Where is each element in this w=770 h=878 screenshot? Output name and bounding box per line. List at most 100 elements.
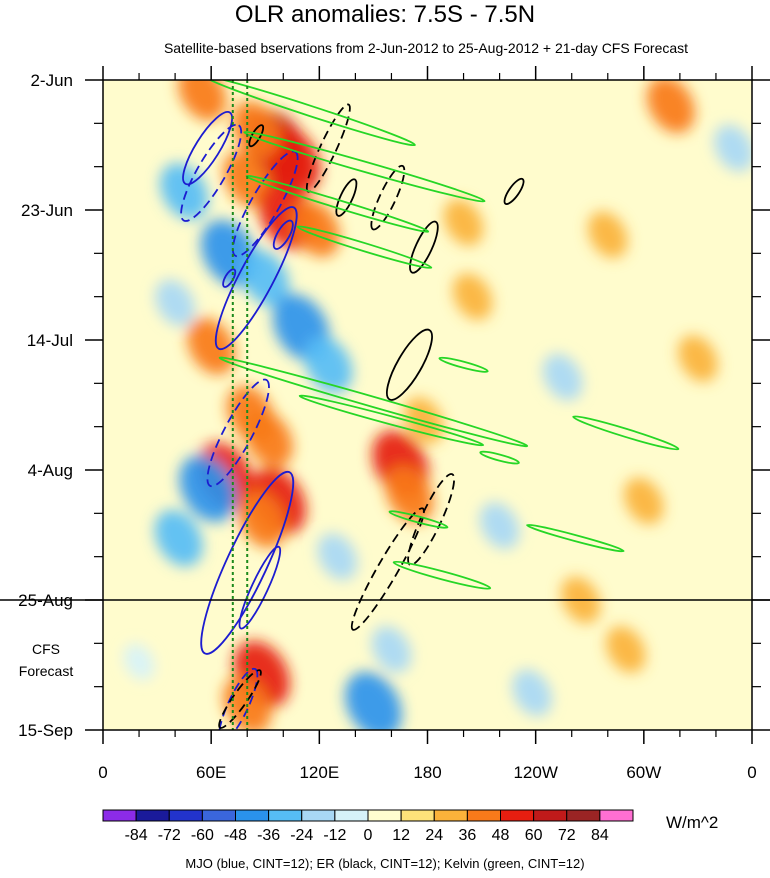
er-contour-9 — [503, 177, 525, 205]
mjo-contour-9 — [218, 667, 259, 730]
y-axis: 2-Jun 23-Jun 14-Jul 4-Aug 25-Aug 15-Sep — [18, 71, 770, 740]
anomaly-blob-37 — [714, 124, 752, 172]
x-tick-label-4: 120W — [513, 763, 557, 782]
colorbar-box-13 — [533, 809, 568, 822]
reference-lines — [0, 80, 770, 730]
mjo-contour-4 — [180, 123, 243, 222]
colorbar-label-9: 24 — [425, 827, 443, 844]
anomaly-blob-9 — [241, 249, 290, 307]
colorbar-box-2 — [168, 809, 203, 822]
y-tick-label-1: 23-Jun — [21, 201, 73, 220]
x-axis: 0 60E 120E 180 120W 60W 0 — [98, 66, 757, 782]
forecast-note-line-1: CFS — [32, 641, 60, 657]
x-tick-label-6: 0 — [747, 763, 756, 782]
colorbar-box-6 — [301, 809, 336, 822]
anomaly-blob-10 — [155, 279, 195, 327]
er-contour-8 — [248, 124, 265, 148]
mjo-contour-2 — [214, 206, 298, 351]
mjo-contour-8 — [238, 545, 282, 630]
colorbar: -84 -72 -60 -48 -36 -24 -12 0 12 24 36 48 60 72 84 — [102, 809, 634, 844]
plot-area — [0, 79, 770, 731]
colorbar-label-10: 36 — [458, 827, 476, 844]
mjo-contour-0 — [182, 111, 233, 186]
colorbar-label-1: -72 — [158, 827, 181, 844]
colorbar-label-11: 48 — [492, 827, 510, 844]
forecast-note-line-2: Forecast — [18, 663, 74, 679]
forecast-note: CFS Forecast — [6, 638, 86, 682]
anomaly-blob-31 — [646, 80, 695, 134]
kelvin-contour-1 — [243, 130, 486, 203]
x-tick-label-3: 180 — [413, 763, 441, 782]
contour-footnote: MJO (blue, CINT=12); ER (black, CINT=12)… — [185, 856, 585, 871]
anomaly-blob-4 — [223, 150, 272, 208]
colorbar-label-2: -60 — [191, 827, 214, 844]
y-tick-label-5: 15-Sep — [18, 721, 73, 740]
colorbar-label-12: 60 — [525, 827, 543, 844]
colorbar-box-14 — [566, 809, 601, 822]
y-tick-label-2: 14-Jul — [27, 331, 73, 350]
colorbar-label-14: 84 — [591, 827, 609, 844]
anomaly-blob-0 — [178, 80, 227, 121]
kelvin-contour-3 — [296, 225, 433, 269]
kelvin-contour-4 — [218, 356, 529, 448]
colorbar-label-4: -36 — [257, 827, 280, 844]
anomaly-blob-18 — [237, 491, 286, 548]
er-contour-7 — [218, 669, 262, 729]
anomaly-blob-33 — [588, 211, 628, 258]
colorbar-label-8: 12 — [392, 827, 410, 844]
colorbar-box-8 — [367, 809, 402, 822]
anomaly-blob-40 — [452, 273, 493, 320]
colorbar-box-4 — [235, 809, 270, 822]
colorbar-units: W/m^2 — [666, 813, 719, 832]
colorbar-box-10 — [433, 809, 468, 822]
kelvin-contour-5 — [298, 394, 485, 447]
anomaly-blob-27 — [345, 671, 402, 730]
colorbar-box-1 — [135, 809, 170, 822]
er-contour-4 — [386, 328, 433, 401]
colorbar-label-3: -48 — [224, 827, 247, 844]
anomaly-field — [123, 80, 752, 730]
y-tick-label-4: 25-Aug — [18, 591, 73, 610]
kelvin-contour-6 — [572, 415, 680, 451]
er-contour-6 — [350, 507, 425, 631]
kelvin-contour-8 — [392, 560, 492, 590]
anomaly-blob-38 — [443, 199, 484, 246]
anomaly-blob-7 — [160, 163, 209, 220]
anomaly-blob-28 — [371, 626, 412, 673]
anomaly-blob-36 — [479, 502, 520, 549]
colorbar-label-0: -84 — [125, 827, 148, 844]
er-contour-1 — [335, 178, 358, 217]
y-tick-label-3: 4-Aug — [28, 461, 73, 480]
anomaly-blob-13 — [304, 336, 353, 394]
anomaly-blob-35 — [624, 477, 664, 525]
chart-subtitle: Satellite-based bservations from 2-Jun-2… — [163, 40, 689, 56]
anomaly-blob-39 — [512, 669, 552, 717]
anomaly-blob-layer — [123, 80, 752, 730]
er-contour-2 — [370, 164, 406, 231]
colorbar-label-13: 72 — [558, 827, 576, 844]
kelvin-contour-10 — [438, 356, 489, 373]
x-tick-label-2: 120E — [299, 763, 339, 782]
anomaly-blob-34 — [543, 353, 583, 401]
mjo-contour-6 — [206, 378, 270, 488]
x-tick-label-5: 60W — [626, 763, 661, 782]
y-tick-label-0: 2-Jun — [30, 71, 73, 90]
anomaly-blob-32 — [678, 335, 718, 382]
kelvin-contour-11 — [479, 450, 520, 465]
x-tick-label-1: 60E — [196, 763, 226, 782]
colorbar-box-9 — [400, 809, 435, 822]
mjo-contour-7 — [200, 470, 295, 655]
colorbar-label-6: -12 — [323, 827, 346, 844]
mjo-contour-1 — [272, 219, 294, 250]
anomaly-blob-29 — [123, 643, 155, 681]
er-contour-3 — [409, 220, 439, 274]
colorbar-box-12 — [500, 809, 535, 822]
kelvin-contour-7 — [388, 510, 449, 529]
colorbar-box-7 — [334, 809, 369, 822]
colorbar-box-11 — [466, 809, 501, 822]
kelvin-contour-9 — [526, 523, 625, 553]
colorbar-label-5: -24 — [290, 827, 313, 844]
colorbar-box-0 — [102, 809, 137, 822]
chart-title: OLR anomalies: 7.5S - 7.5N — [234, 1, 536, 28]
